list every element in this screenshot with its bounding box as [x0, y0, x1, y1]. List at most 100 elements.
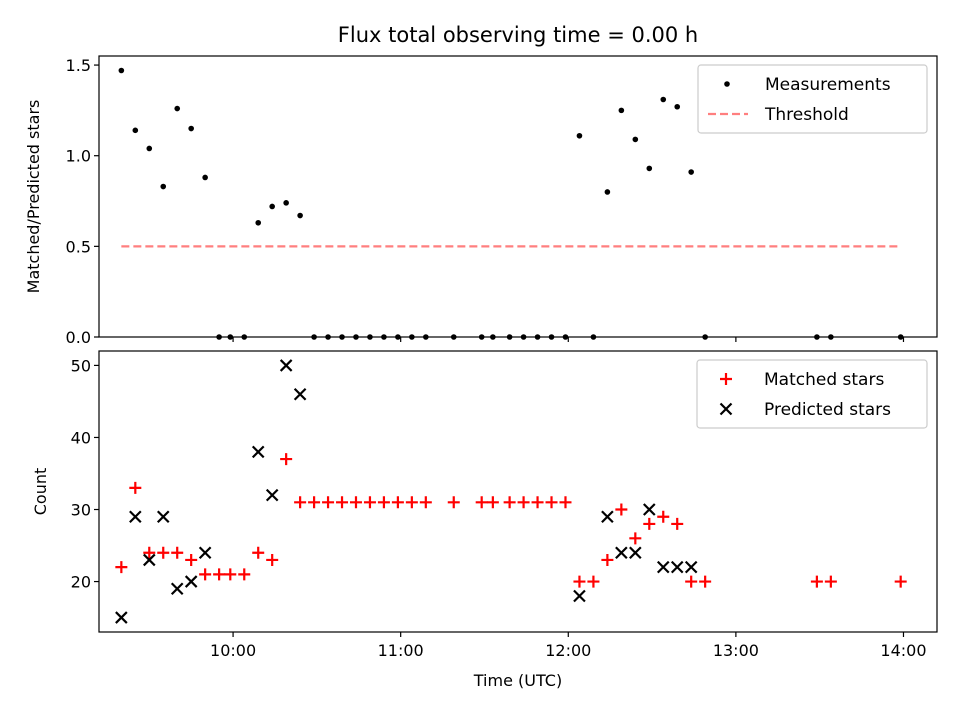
predicted-star-point [170, 582, 184, 596]
matched-star-point [252, 546, 265, 559]
predicted-star-point [279, 359, 293, 372]
matched-star-point [894, 575, 907, 588]
matched-star-point [405, 496, 418, 509]
matched-star-point [657, 510, 670, 523]
legend-marker-measurements [724, 81, 730, 87]
y-tick-label: 1.5 [66, 56, 91, 75]
measurement-point [646, 165, 653, 172]
x-tick-label: 10:00 [210, 641, 256, 660]
matched-star-point [143, 546, 156, 559]
matched-star-point [629, 532, 642, 545]
matched-star-point [266, 553, 279, 566]
measurement-point [674, 103, 681, 110]
matched-star-point [810, 575, 823, 588]
matched-star-point [322, 496, 335, 509]
predicted-star-point [265, 488, 279, 502]
matched-star-point [129, 481, 142, 494]
predicted-star-point [656, 560, 670, 574]
predicted-star-point [129, 510, 142, 523]
matched-star-point [294, 496, 307, 509]
x-tick-label: 11:00 [378, 641, 424, 660]
legend: Matched stars Predicted stars [696, 359, 928, 429]
matched-star-point [643, 517, 656, 530]
measurement-point [632, 136, 639, 143]
matched-star-point [213, 568, 226, 581]
matched-star-point [615, 503, 628, 516]
axes-frame [98, 350, 938, 633]
measurement-point [618, 107, 625, 114]
matched-star-point [699, 575, 712, 588]
measurement-point [660, 96, 667, 103]
matched-star-point [685, 575, 698, 588]
matched-star-point [391, 496, 404, 509]
predicted-star-point [573, 589, 586, 603]
predicted-star-point [184, 575, 198, 588]
predicted-star-point [293, 387, 307, 401]
matched-star-point [115, 561, 128, 574]
y-tick-label: 20 [71, 573, 91, 592]
panel-bottom: 20 30 40 50 10:00 11:00 12:00 13:00 14:00 Count Ti… [31, 350, 938, 690]
matched-star-point [545, 496, 558, 509]
legend: Measurements Threshold [697, 64, 928, 134]
x-axis-label: Time (UTC) [473, 671, 562, 690]
axes-frame [98, 55, 938, 338]
measurement-point [160, 183, 167, 190]
matched-star-point [503, 496, 516, 509]
predicted-star-point [198, 546, 212, 560]
predicted-star-point [615, 546, 628, 560]
y-tick-label: 30 [71, 501, 91, 520]
matched-star-point [601, 553, 614, 566]
matched-star-point [238, 568, 251, 581]
matched-star-point [363, 496, 376, 509]
legend-label: Threshold [764, 105, 849, 125]
legend-label: Predicted stars [764, 400, 891, 420]
predicted-star-point [643, 503, 656, 516]
chart-title: Flux total observing time = 0.00 h [338, 23, 698, 47]
measurement-point [283, 200, 289, 206]
matched-star-point [559, 496, 572, 509]
measurement-point [118, 67, 125, 74]
matched-star-point [517, 496, 530, 509]
matched-star-point [280, 453, 293, 466]
x-tick-label: 14:00 [880, 641, 926, 660]
measurement-point [269, 203, 275, 210]
matched-star-point [377, 496, 390, 509]
measurement-point [255, 219, 262, 226]
measurement-point [604, 189, 611, 195]
measurement-point [188, 125, 194, 132]
measurement-point [297, 212, 303, 219]
legend-marker-matched [720, 373, 732, 385]
y-tick-label: 40 [71, 428, 91, 447]
panel-top: 0.0 0.5 1.0 1.5 Matched/Predicted stars Measu… [24, 55, 938, 347]
legend-marker-predicted [719, 402, 733, 416]
matched-star-point [573, 575, 586, 588]
y-tick-label: 0.0 [66, 328, 91, 347]
matched-star-point [587, 575, 600, 588]
matched-star-point [199, 568, 212, 581]
matched-star-point [171, 546, 184, 559]
predicted-star-point [251, 445, 265, 459]
predicted-star-point [670, 560, 684, 574]
matched-star-point [486, 496, 499, 509]
legend-label: Matched stars [764, 370, 884, 390]
predicted-star-point [143, 553, 156, 567]
legend-box [696, 359, 928, 429]
matched-star-point [475, 496, 488, 509]
measurement-point [688, 169, 694, 175]
measurement-point [146, 145, 153, 152]
x-tick-label: 13:00 [713, 641, 759, 660]
legend-label: Measurements [765, 75, 891, 95]
predicted-star-point [115, 611, 128, 624]
matched-star-point [224, 568, 237, 581]
y-tick-label: 50 [71, 356, 91, 375]
predicted-star-point [601, 510, 614, 523]
matched-star-point [531, 496, 544, 509]
matched-star-point [308, 496, 321, 509]
measurement-point [576, 132, 583, 139]
y-axis-label: Count [31, 468, 50, 516]
matched-star-point [824, 575, 837, 588]
matched-star-point [336, 496, 349, 509]
matched-star-point [447, 496, 460, 509]
matched-star-point [671, 517, 684, 530]
